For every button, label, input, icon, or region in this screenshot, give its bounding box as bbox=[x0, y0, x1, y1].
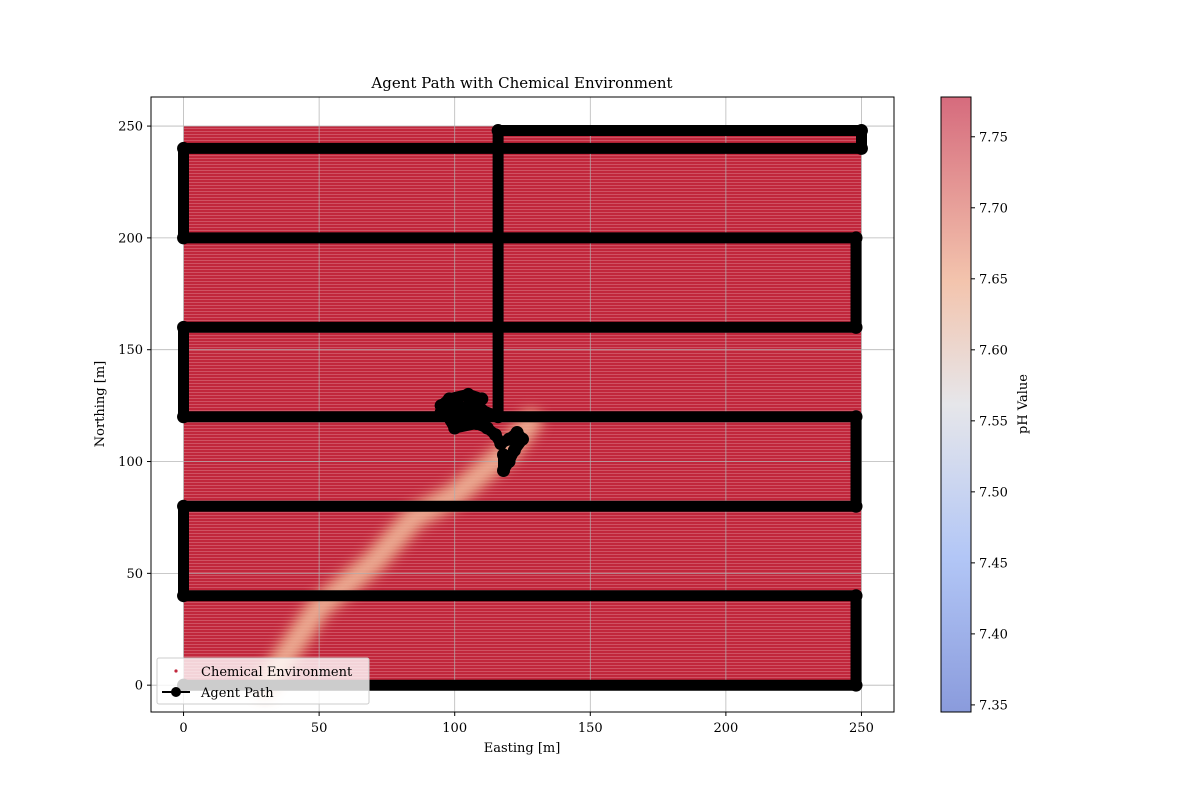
agent-path-point bbox=[502, 455, 516, 469]
agent-path-point bbox=[434, 399, 448, 413]
colorbar-tick-label: 7.40 bbox=[979, 627, 1008, 642]
x-tick-label: 0 bbox=[179, 721, 187, 736]
x-tick-label: 100 bbox=[442, 721, 467, 736]
colorbar-ticks: 7.35 7.40 7.45 7.50 7.55 7.60 7.65 7.70 7.75 bbox=[971, 130, 1008, 713]
agent-path-point bbox=[177, 320, 191, 334]
agent-path-point bbox=[854, 124, 868, 138]
x-tick-label: 150 bbox=[578, 721, 603, 736]
colorbar-tick-label: 7.45 bbox=[979, 556, 1008, 571]
agent-path-point bbox=[177, 141, 191, 155]
agent-path-point bbox=[448, 421, 462, 435]
x-axis-label: Easting [m] bbox=[484, 741, 561, 756]
agent-path bbox=[177, 124, 868, 692]
legend-label-agent-path: Agent Path bbox=[200, 686, 274, 701]
legend: Chemical Environment Agent Path bbox=[156, 657, 370, 705]
agent-path-point bbox=[461, 399, 475, 413]
x-tick-label: 50 bbox=[311, 721, 328, 736]
agent-path-point bbox=[849, 499, 863, 513]
colorbar-tick-label: 7.75 bbox=[979, 130, 1008, 145]
colorbar-tick-label: 7.55 bbox=[979, 414, 1008, 429]
agent-path-point bbox=[177, 231, 191, 245]
agent-path-point bbox=[507, 443, 521, 457]
colorbar-gradient bbox=[940, 96, 972, 713]
agent-path-point bbox=[516, 432, 529, 446]
y-tick-label: 0 bbox=[135, 679, 143, 694]
y-tick-label: 50 bbox=[126, 567, 143, 582]
agent-path-point bbox=[849, 678, 863, 692]
agent-path-point bbox=[469, 417, 483, 431]
agent-path-point bbox=[849, 320, 863, 334]
y-tick-label: 200 bbox=[118, 231, 143, 246]
y-tick-label: 250 bbox=[118, 120, 143, 135]
x-tick-label: 200 bbox=[713, 721, 738, 736]
agent-path-point bbox=[177, 410, 191, 424]
chemical-environment-field bbox=[183, 126, 862, 699]
y-axis-ticks: 0 50 100 150 200 250 bbox=[118, 120, 151, 694]
colorbar-tick-label: 7.70 bbox=[979, 201, 1008, 216]
y-axis-label: Northing [m] bbox=[93, 361, 108, 447]
chart-title: Agent Path with Chemical Environment bbox=[370, 74, 672, 92]
x-tick-label: 250 bbox=[849, 721, 874, 736]
agent-path-point bbox=[475, 392, 489, 406]
agent-path-point bbox=[849, 410, 863, 424]
y-tick-label: 100 bbox=[118, 455, 143, 470]
agent-path-point bbox=[491, 410, 505, 424]
legend-box bbox=[156, 657, 370, 705]
agent-path-point bbox=[849, 589, 863, 603]
agent-path-point bbox=[849, 231, 863, 245]
colorbar: 7.35 7.40 7.45 7.50 7.55 7.60 7.65 7.70 7.75 pH … bbox=[940, 96, 1031, 713]
legend-label-chemical-environment: Chemical Environment bbox=[201, 665, 353, 680]
axes-frame bbox=[150, 96, 895, 713]
x-axis-ticks: 0 50 100 150 200 250 bbox=[179, 712, 874, 736]
colorbar-tick-label: 7.35 bbox=[979, 698, 1008, 713]
colorbar-label: pH Value bbox=[1016, 374, 1031, 434]
colorbar-tick-label: 7.60 bbox=[979, 343, 1008, 358]
agent-path-point bbox=[461, 387, 475, 401]
colorbar-tick-label: 7.65 bbox=[979, 272, 1008, 287]
agent-path-point bbox=[475, 403, 489, 417]
legend-marker-agent-path bbox=[171, 687, 181, 697]
colorbar-tick-label: 7.50 bbox=[979, 485, 1008, 500]
agent-path-point bbox=[177, 499, 191, 513]
agent-path-point bbox=[177, 589, 191, 603]
agent-path-point bbox=[854, 141, 868, 155]
agent-path-point bbox=[491, 124, 505, 138]
field-background bbox=[183, 126, 862, 686]
legend-marker-chemical-environment bbox=[174, 669, 178, 673]
y-tick-label: 150 bbox=[118, 343, 143, 358]
